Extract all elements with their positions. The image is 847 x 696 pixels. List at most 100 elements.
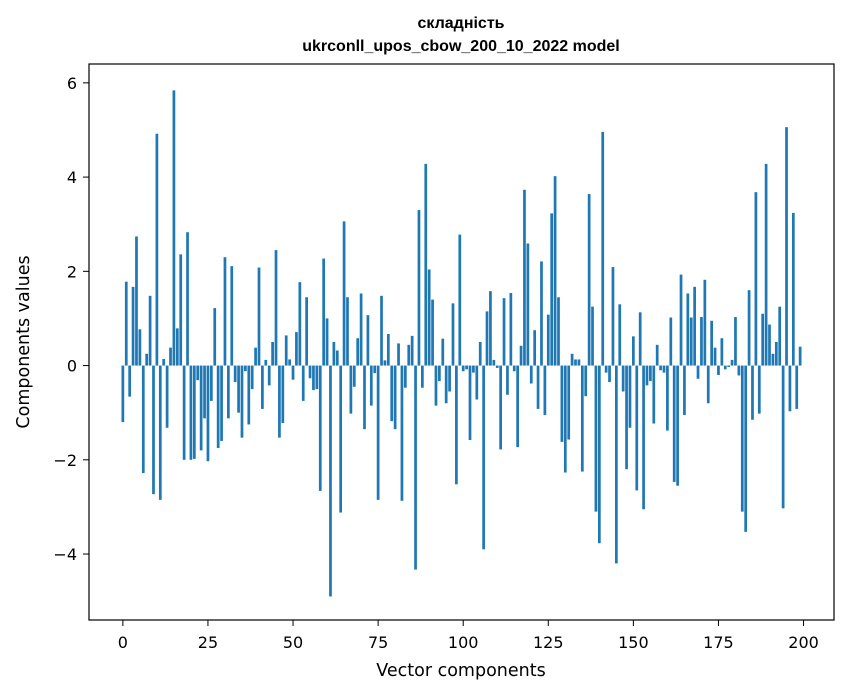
bar-5 [138, 329, 142, 366]
bar-114 [509, 293, 513, 366]
bar-188 [761, 313, 765, 366]
bar-48 [284, 335, 288, 366]
bar-160 [666, 365, 669, 431]
bar-107 [485, 311, 489, 366]
bar-31 [227, 365, 230, 419]
bar-193 [778, 306, 782, 366]
bar-71 [363, 365, 366, 430]
bar-10 [155, 133, 159, 366]
chart-subtitle: ukrconll_upos_cbow_200_10_2022 model [302, 38, 619, 55]
bar-111 [499, 365, 502, 450]
bar-32 [230, 266, 234, 366]
x-tick-label: 125 [533, 633, 564, 652]
bar-170 [700, 317, 703, 366]
bar-106 [482, 365, 485, 550]
bar-179 [730, 359, 734, 366]
bar-159 [662, 365, 666, 373]
bar-116 [516, 365, 520, 448]
bar-131 [567, 365, 571, 440]
bar-163 [676, 365, 679, 486]
bar-44 [271, 342, 274, 366]
bar-86 [414, 365, 417, 570]
bar-149 [628, 365, 632, 428]
bar-199 [798, 346, 802, 366]
bar-144 [611, 267, 615, 366]
bar-62 [332, 342, 336, 366]
bar-136 [584, 365, 588, 397]
bar-196 [788, 365, 792, 412]
bar-96 [448, 365, 451, 392]
bar-43 [267, 365, 271, 386]
bar-52 [298, 282, 302, 366]
bar-158 [659, 365, 662, 371]
bar-50 [291, 365, 295, 380]
bar-124 [543, 365, 547, 416]
bar-53 [301, 365, 305, 401]
bar-41 [261, 365, 264, 409]
bar-34 [237, 365, 240, 413]
bar-152 [638, 312, 642, 366]
bar-45 [274, 250, 278, 366]
bar-42 [264, 359, 268, 366]
bar-22 [196, 365, 200, 381]
bar-138 [591, 306, 594, 366]
bar-91 [431, 299, 434, 366]
bar-103 [472, 365, 475, 373]
bar-190 [768, 324, 771, 366]
y-axis-label: Components values [14, 255, 34, 428]
bar-119 [526, 243, 530, 366]
bar-148 [625, 365, 628, 470]
x-tick-label: 75 [368, 633, 388, 652]
bar-14 [169, 347, 172, 366]
bar-8 [148, 295, 152, 366]
bar-127 [553, 176, 557, 366]
bar-47 [281, 365, 285, 424]
bar-70 [359, 293, 363, 366]
bar-3 [131, 286, 135, 366]
bar-198 [795, 365, 799, 409]
bar-194 [781, 365, 785, 509]
bar-121 [533, 330, 537, 366]
y-tick-label: 2 [67, 262, 77, 281]
bar-19 [186, 232, 189, 366]
bar-118 [523, 189, 526, 366]
bar-39 [254, 347, 257, 366]
bar-137 [587, 194, 591, 366]
bar-21 [192, 365, 196, 459]
bar-176 [720, 338, 724, 366]
x-axis: 0 25 50 75 100 125 150 175 200 [118, 620, 819, 652]
bar-13 [165, 365, 169, 428]
bar-185 [751, 365, 754, 420]
bar-122 [536, 365, 540, 409]
bar-147 [621, 365, 625, 392]
bar-169 [696, 365, 700, 379]
y-tick-label: 4 [67, 168, 77, 187]
bar-25 [206, 365, 210, 462]
bar-79 [390, 365, 394, 422]
y-tick-label: −2 [53, 451, 77, 470]
bar-140 [597, 365, 601, 544]
bar-27 [213, 308, 217, 366]
bar-93 [438, 365, 441, 382]
bar-20 [189, 365, 193, 460]
bar-9 [152, 365, 155, 495]
x-tick-label: 0 [118, 633, 128, 652]
bar-173 [710, 320, 714, 366]
bar-120 [529, 365, 533, 384]
bar-90 [427, 269, 431, 366]
bar-78 [386, 333, 390, 366]
y-tick-label: 6 [67, 74, 77, 93]
bar-139 [594, 365, 598, 512]
bar-series [121, 90, 802, 597]
bar-192 [774, 342, 778, 366]
bar-154 [645, 365, 649, 386]
bar-74 [373, 365, 377, 374]
bar-30 [223, 257, 227, 366]
bar-128 [557, 297, 560, 366]
bar-161 [669, 317, 673, 366]
bar-145 [614, 365, 618, 564]
bar-89 [424, 163, 428, 366]
bar-56 [312, 365, 315, 391]
bar-171 [703, 279, 707, 366]
chart-title: складність [418, 15, 505, 32]
